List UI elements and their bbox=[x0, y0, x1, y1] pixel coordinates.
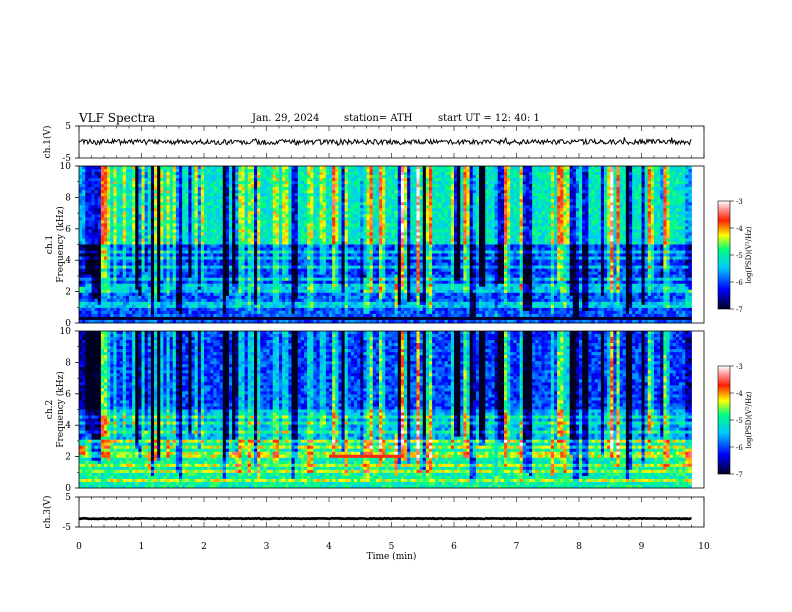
ch2-spectrogram-colorbar-tick-label-0: -3 bbox=[736, 363, 743, 371]
ch1-spectrogram-colorbar-label: log(PSD)(V²/Hz) bbox=[745, 226, 753, 283]
x-tick-label-4: 4 bbox=[326, 542, 332, 552]
ch3-waveform-ytick-label-1: -5 bbox=[62, 523, 71, 533]
ch1-spectrogram-colorbar bbox=[718, 201, 730, 309]
ch1-spectrogram-ytick-label-3: 6 bbox=[65, 225, 71, 235]
ch2-spectrogram-ytick-label-1: 2 bbox=[65, 453, 71, 463]
x-tick-label-2: 2 bbox=[201, 542, 207, 552]
ch1-spectrogram-colorbar-tick-label-2: -5 bbox=[736, 252, 743, 260]
ch3-waveform-trace bbox=[79, 518, 692, 519]
ch1-spectrogram-ytick-label-2: 4 bbox=[65, 256, 71, 266]
ch2-spectrogram-ytick-label-3: 6 bbox=[65, 390, 71, 400]
ch3-waveform-ytick-label-0: 5 bbox=[65, 493, 71, 503]
ch3-waveform-ylabel: ch.3(V) bbox=[42, 496, 53, 529]
ch2-spectrogram-ytick-label-5: 10 bbox=[60, 327, 72, 337]
x-tick-label-5: 5 bbox=[389, 542, 395, 552]
ch2-spectrogram-ylabel: ch.2Frequency (kHz) bbox=[45, 371, 66, 448]
ch2-spectrogram-colorbar-tick-label-3: -6 bbox=[736, 444, 743, 452]
x-tick-label-7: 7 bbox=[514, 542, 520, 552]
ch2-spectrogram-colorbar-tick-label-1: -4 bbox=[736, 390, 743, 398]
ch1-spectrogram-ylabel: ch.1Frequency (kHz) bbox=[45, 206, 66, 283]
ch2-spectrogram-cells bbox=[79, 331, 692, 488]
ch1-spectrogram-colorbar-tick-label-3: -6 bbox=[736, 279, 743, 287]
ch1-spectrogram-ytick-label-1: 2 bbox=[65, 288, 71, 298]
ch1-spectrogram-ytick-label-4: 8 bbox=[65, 193, 71, 203]
ch1-waveform-ytick-label-0: 5 bbox=[65, 122, 71, 132]
ch2-spectrogram-colorbar-tick-label-2: -5 bbox=[736, 417, 743, 425]
x-tick-label-9: 9 bbox=[639, 542, 645, 552]
ch1-spectrogram-cells bbox=[79, 166, 692, 323]
x-axis-label: Time (min) bbox=[367, 551, 417, 562]
x-tick-label-6: 6 bbox=[451, 542, 457, 552]
ch2-spectrogram-colorbar-label: log(PSD)(V²/Hz) bbox=[745, 391, 753, 448]
ch2-spectrogram-colorbar bbox=[718, 366, 730, 474]
ch1-spectrogram-colorbar-tick-label-1: -4 bbox=[736, 225, 743, 233]
x-tick-label-10: 10 bbox=[698, 542, 710, 552]
x-tick-label-1: 1 bbox=[139, 542, 145, 552]
ch1-spectrogram-colorbar-tick-label-4: -7 bbox=[736, 306, 743, 314]
x-tick-label-8: 8 bbox=[576, 542, 582, 552]
x-tick-label-0: 0 bbox=[76, 542, 82, 552]
ch1-spectrogram-colorbar-tick-label-0: -3 bbox=[736, 198, 743, 206]
ch2-spectrogram-ytick-label-2: 4 bbox=[65, 421, 71, 431]
ch1-spectrogram-ytick-label-5: 10 bbox=[60, 162, 72, 172]
x-tick-label-3: 3 bbox=[264, 542, 270, 552]
ch2-spectrogram-colorbar-tick-label-4: -7 bbox=[736, 471, 743, 479]
ch2-spectrogram-ytick-label-4: 8 bbox=[65, 358, 71, 368]
ch1-waveform-ylabel: ch.1(V) bbox=[42, 126, 53, 159]
